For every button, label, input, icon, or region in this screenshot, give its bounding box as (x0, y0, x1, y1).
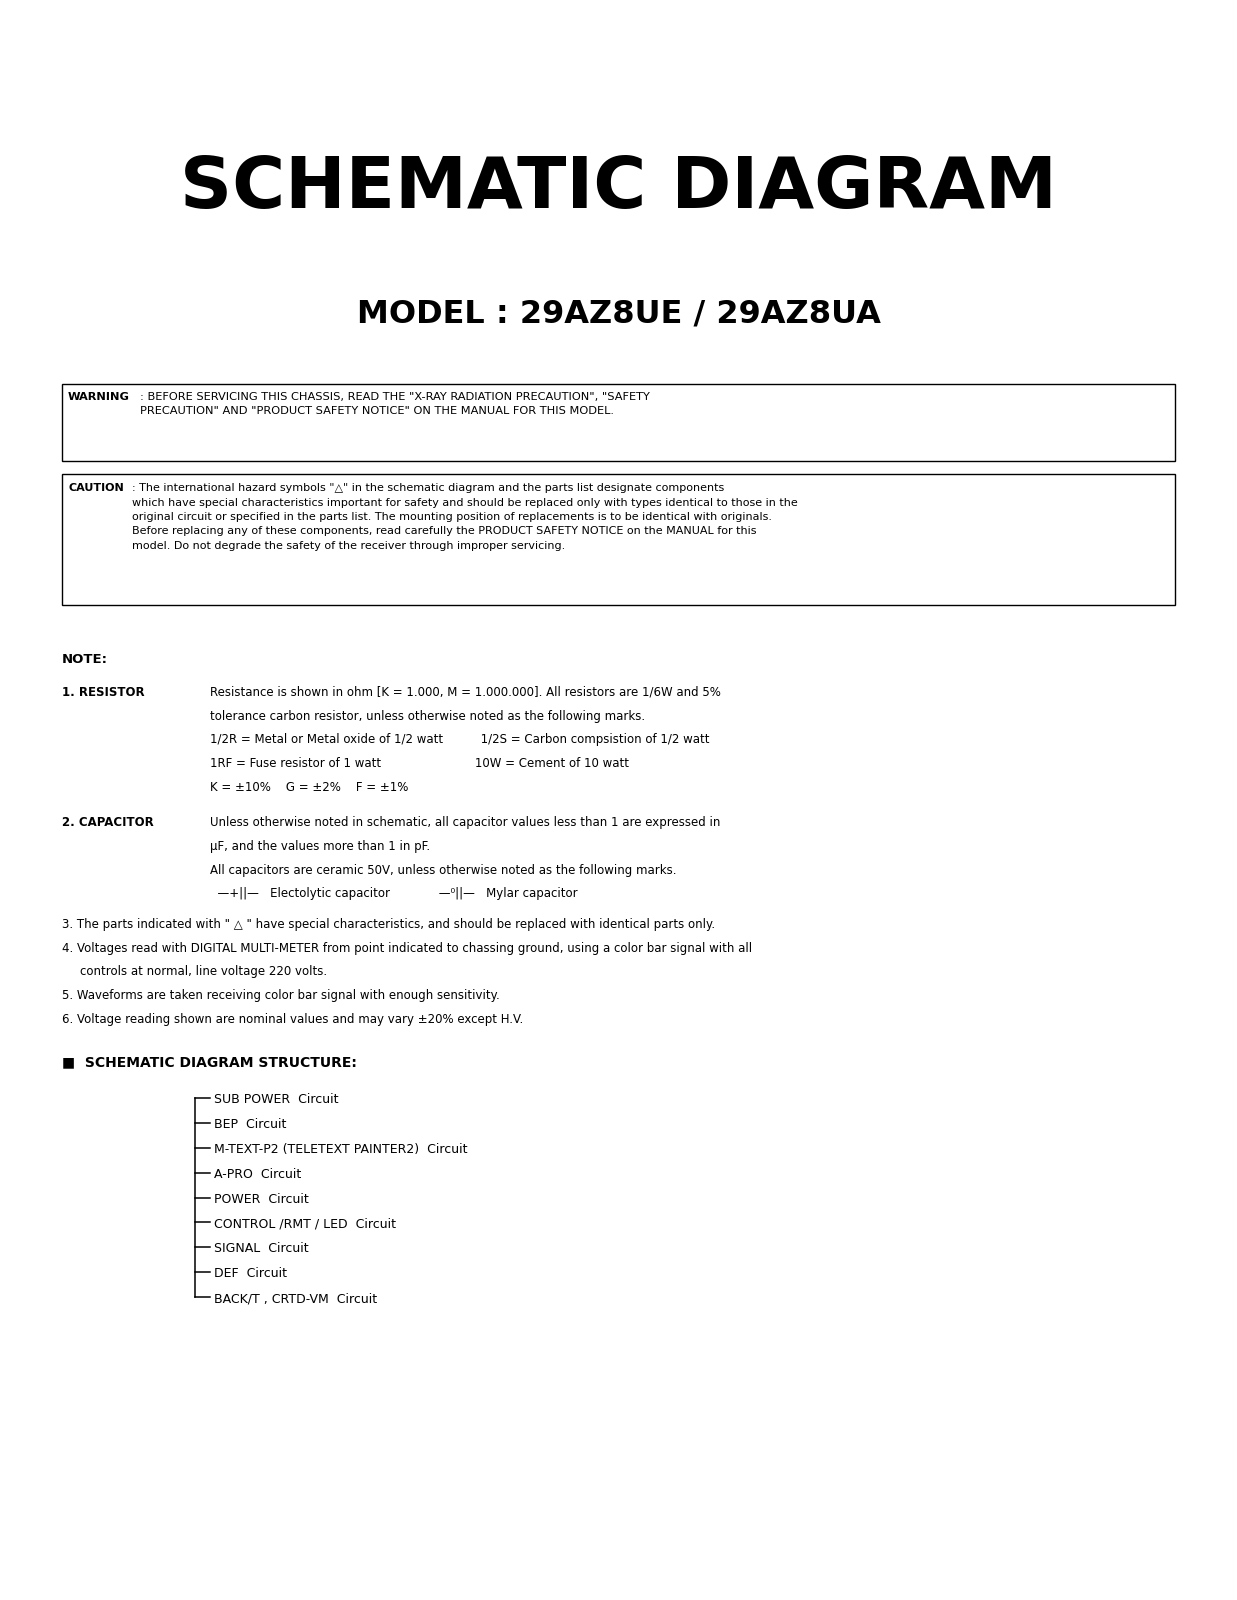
Text: A-PRO  Circuit: A-PRO Circuit (214, 1168, 302, 1181)
Text: K = ±10%    G = ±2%    F = ±1%: K = ±10% G = ±2% F = ±1% (210, 781, 408, 794)
Text: DEF  Circuit: DEF Circuit (214, 1267, 287, 1280)
Text: BEP  Circuit: BEP Circuit (214, 1118, 287, 1131)
FancyBboxPatch shape (62, 474, 1175, 605)
Text: 2. CAPACITOR: 2. CAPACITOR (62, 816, 153, 829)
Text: BACK/T , CRTD-VM  Circuit: BACK/T , CRTD-VM Circuit (214, 1293, 377, 1306)
Text: SIGNAL  Circuit: SIGNAL Circuit (214, 1243, 308, 1256)
Text: CONTROL /RMT / LED  Circuit: CONTROL /RMT / LED Circuit (214, 1218, 396, 1230)
Text: All capacitors are ceramic 50V, unless otherwise noted as the following marks.: All capacitors are ceramic 50V, unless o… (210, 864, 677, 877)
Text: 4. Voltages read with DIGITAL MULTI-METER from point indicated to chassing groun: 4. Voltages read with DIGITAL MULTI-METE… (62, 942, 752, 955)
Text: 1RF = Fuse resistor of 1 watt                         10W = Cement of 10 watt: 1RF = Fuse resistor of 1 watt 10W = Ceme… (210, 757, 630, 770)
Text: controls at normal, line voltage 220 volts.: controls at normal, line voltage 220 vol… (80, 965, 328, 978)
Text: M-TEXT-P2 (TELETEXT PAINTER2)  Circuit: M-TEXT-P2 (TELETEXT PAINTER2) Circuit (214, 1142, 468, 1155)
Text: 1/2R = Metal or Metal oxide of 1/2 watt          1/2S = Carbon compsistion of 1/: 1/2R = Metal or Metal oxide of 1/2 watt … (210, 733, 710, 746)
Text: POWER  Circuit: POWER Circuit (214, 1192, 309, 1206)
Text: WARNING: WARNING (68, 392, 130, 402)
Text: μF, and the values more than 1 in pF.: μF, and the values more than 1 in pF. (210, 840, 430, 853)
Text: : The international hazard symbols "△" in the schematic diagram and the parts li: : The international hazard symbols "△" i… (132, 483, 798, 550)
Text: NOTE:: NOTE: (62, 653, 108, 666)
Text: SCHEMATIC DIAGRAM: SCHEMATIC DIAGRAM (181, 154, 1056, 224)
Text: 5. Waveforms are taken receiving color bar signal with enough sensitivity.: 5. Waveforms are taken receiving color b… (62, 989, 500, 1002)
Text: ■  SCHEMATIC DIAGRAM STRUCTURE:: ■ SCHEMATIC DIAGRAM STRUCTURE: (62, 1056, 356, 1069)
Text: Unless otherwise noted in schematic, all capacitor values less than 1 are expres: Unless otherwise noted in schematic, all… (210, 816, 721, 829)
Text: —+||—   Electolytic capacitor             —⁰||—   Mylar capacitor: —+||— Electolytic capacitor —⁰||— Mylar … (210, 888, 578, 901)
Text: CAUTION: CAUTION (68, 483, 124, 493)
Text: 3. The parts indicated with " △ " have special characteristics, and should be re: 3. The parts indicated with " △ " have s… (62, 918, 715, 931)
Text: SUB POWER  Circuit: SUB POWER Circuit (214, 1093, 339, 1106)
Text: tolerance carbon resistor, unless otherwise noted as the following marks.: tolerance carbon resistor, unless otherw… (210, 710, 646, 723)
Text: Resistance is shown in ohm [K = 1.000, M = 1.000.000]. All resistors are 1/6W an: Resistance is shown in ohm [K = 1.000, M… (210, 686, 721, 699)
Text: : BEFORE SERVICING THIS CHASSIS, READ THE "X-RAY RADIATION PRECAUTION", "SAFETY
: : BEFORE SERVICING THIS CHASSIS, READ TH… (140, 392, 649, 416)
Text: 6. Voltage reading shown are nominal values and may vary ±20% except H.V.: 6. Voltage reading shown are nominal val… (62, 1013, 523, 1026)
FancyBboxPatch shape (62, 384, 1175, 461)
Text: 1. RESISTOR: 1. RESISTOR (62, 686, 145, 699)
Text: MODEL : 29AZ8UE / 29AZ8UA: MODEL : 29AZ8UE / 29AZ8UA (356, 298, 881, 330)
